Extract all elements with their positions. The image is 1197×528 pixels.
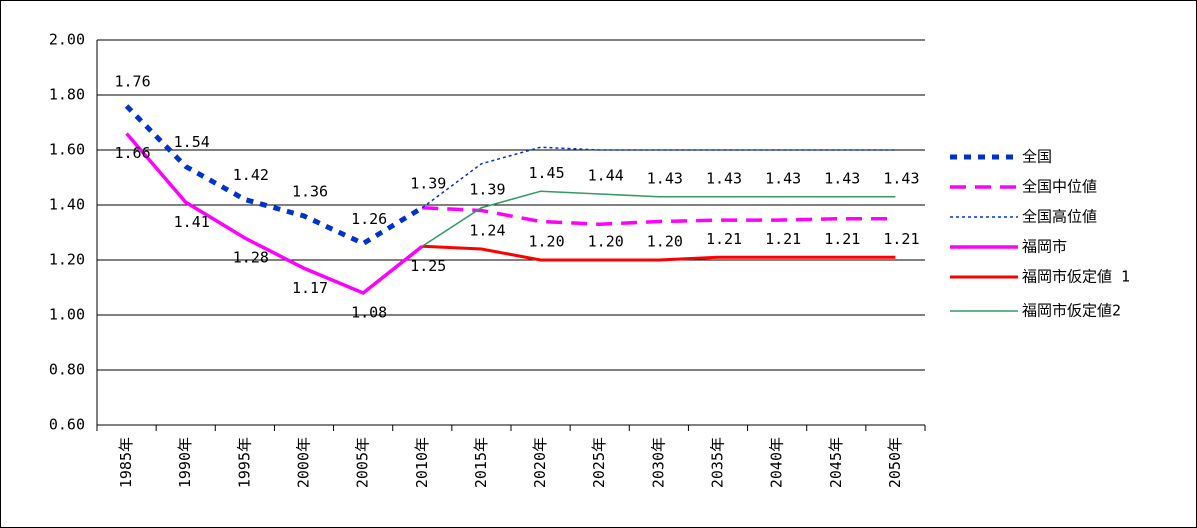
data-label: 1.20: [647, 233, 683, 251]
data-label: 1.21: [883, 230, 919, 248]
y-tick-label: 1.80: [49, 86, 85, 104]
data-label: 1.28: [233, 249, 269, 267]
data-label: 1.54: [174, 133, 210, 151]
data-label: 1.43: [883, 169, 919, 187]
legend-label: 福岡市仮定値2: [1022, 302, 1121, 320]
data-label: 1.21: [824, 230, 860, 248]
x-tick-label: 2010年: [413, 437, 431, 488]
data-label: 1.76: [115, 73, 151, 91]
data-label: 1.20: [588, 233, 624, 251]
data-label: 1.39: [469, 180, 505, 198]
series-line: [421, 146, 896, 209]
data-label: 1.20: [529, 233, 565, 251]
x-tick-label: 1990年: [176, 437, 194, 488]
x-tick-label: 2050年: [886, 437, 904, 488]
x-tick-label: 2040年: [768, 437, 786, 488]
series-line: [124, 104, 424, 247]
series-line: [125, 132, 424, 296]
y-tick-label: 1.00: [49, 306, 85, 324]
data-label: 1.21: [765, 230, 801, 248]
x-tick-label: 2000年: [295, 437, 313, 488]
legend-label: 全国: [1022, 148, 1052, 166]
data-label: 1.08: [351, 304, 387, 322]
data-label: 1.43: [824, 169, 860, 187]
data-label: 1.39: [410, 174, 446, 192]
x-tick-label: 2025年: [590, 437, 608, 488]
data-label: 1.44: [588, 167, 624, 185]
x-tick-label: 2030年: [649, 437, 667, 488]
data-label: 1.43: [647, 169, 683, 187]
data-label: 1.36: [292, 183, 328, 201]
data-label: 1.66: [115, 144, 151, 162]
x-tick-label: 1985年: [117, 437, 135, 488]
legend-label: 全国高位値: [1022, 208, 1097, 226]
x-tick-label: 2015年: [472, 437, 490, 488]
data-label: 1.21: [706, 230, 742, 248]
y-tick-label: 1.60: [49, 141, 85, 159]
y-tick-label: 1.40: [49, 196, 85, 214]
legend-label: 福岡市: [1022, 238, 1067, 256]
y-tick-label: 2.00: [49, 31, 85, 49]
x-tick-label: 2020年: [531, 437, 549, 488]
x-tick-label: 1995年: [235, 437, 253, 488]
data-label: 1.43: [765, 169, 801, 187]
data-label: 1.41: [174, 213, 210, 231]
legend-label: 全国中位値: [1022, 178, 1097, 196]
data-label: 1.45: [529, 164, 565, 182]
y-tick-label: 1.20: [49, 251, 85, 269]
data-label: 1.26: [351, 210, 387, 228]
series-line: [422, 244, 896, 262]
data-label: 1.43: [706, 169, 742, 187]
legend-label: 福岡市仮定値 1: [1022, 268, 1130, 286]
y-tick-label: 0.80: [49, 361, 85, 379]
data-label: 1.42: [233, 166, 269, 184]
data-label: 1.24: [469, 222, 505, 240]
data-label: 1.25: [410, 257, 446, 275]
series-line: [422, 206, 896, 227]
x-tick-label: 2045年: [827, 437, 845, 488]
y-tick-label: 0.60: [49, 416, 85, 434]
data-label: 1.17: [292, 279, 328, 297]
x-tick-label: 2005年: [354, 437, 372, 488]
x-tick-label: 2035年: [709, 437, 727, 488]
series-line: [421, 190, 896, 247]
